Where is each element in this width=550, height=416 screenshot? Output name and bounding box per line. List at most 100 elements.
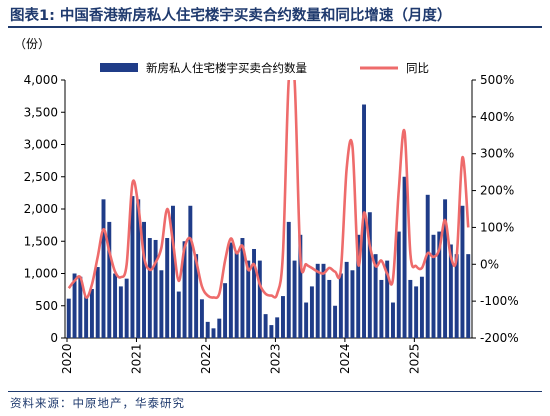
x-tick-label: 2022 bbox=[199, 343, 213, 374]
bar bbox=[113, 273, 118, 338]
bar-series bbox=[66, 104, 471, 338]
bar bbox=[124, 278, 129, 338]
bar bbox=[176, 291, 181, 338]
bar bbox=[292, 260, 297, 338]
bar bbox=[171, 205, 175, 338]
bar bbox=[118, 286, 123, 338]
bar bbox=[107, 221, 112, 338]
bar bbox=[147, 238, 152, 338]
bar bbox=[205, 321, 210, 338]
left-tick-label: 0 bbox=[50, 331, 58, 345]
bar bbox=[228, 242, 233, 338]
legend-bar-label: 新房私人住宅楼宇买卖合约数量 bbox=[146, 61, 307, 75]
x-tick-label: 2021 bbox=[129, 343, 143, 374]
y-axis-unit-label: （份） bbox=[14, 37, 50, 51]
left-tick-label: 3,500 bbox=[24, 105, 58, 119]
bar bbox=[344, 261, 349, 338]
bar bbox=[211, 328, 216, 338]
bar bbox=[408, 279, 413, 338]
left-axis-ticks: 0 500 1,000 1,500 2,000 2,500 3,000 3,500 4,000 bbox=[24, 73, 65, 345]
bar bbox=[240, 238, 245, 338]
x-tick-label: 2023 bbox=[268, 343, 282, 374]
figure-title: 图表1: 中国香港新房私人住宅楼宇买卖合约数量和同比增速（月度） bbox=[10, 8, 452, 24]
legend-bar-swatch bbox=[100, 63, 138, 72]
bar bbox=[281, 296, 285, 338]
bar bbox=[159, 270, 164, 338]
bar bbox=[379, 279, 384, 338]
bar bbox=[385, 260, 390, 338]
bar bbox=[443, 199, 448, 338]
left-tick-label: 1,000 bbox=[24, 267, 58, 281]
bar bbox=[263, 314, 268, 338]
x-tick-label: 2025 bbox=[407, 343, 421, 374]
bar bbox=[130, 196, 135, 338]
bar bbox=[373, 254, 378, 338]
legend: 新房私人住宅楼宇买卖合约数量 同比 bbox=[100, 61, 429, 75]
bar bbox=[431, 234, 436, 338]
legend-line-label: 同比 bbox=[406, 61, 429, 75]
bar bbox=[136, 199, 141, 338]
bar bbox=[309, 286, 314, 338]
bar bbox=[78, 276, 83, 338]
bar bbox=[391, 302, 395, 338]
bar bbox=[333, 305, 338, 338]
left-tick-label: 4,000 bbox=[24, 73, 58, 87]
right-tick-label: -100% bbox=[480, 294, 519, 308]
bar bbox=[425, 194, 430, 338]
title-rule bbox=[8, 26, 542, 28]
bar bbox=[66, 298, 71, 338]
left-tick-label: 3,000 bbox=[24, 138, 58, 152]
bar bbox=[298, 234, 303, 338]
source-note: 资料来源：中原地产，华泰研究 bbox=[10, 396, 185, 410]
bar bbox=[448, 244, 453, 338]
bar bbox=[199, 299, 204, 338]
bar bbox=[454, 254, 459, 338]
bar bbox=[165, 238, 170, 338]
bar bbox=[89, 288, 94, 338]
x-tick-label: 2024 bbox=[338, 343, 352, 374]
bar bbox=[327, 279, 332, 338]
bar bbox=[321, 263, 326, 338]
bar bbox=[142, 221, 146, 338]
bar bbox=[338, 273, 343, 338]
bar bbox=[223, 283, 228, 338]
left-tick-label: 2,000 bbox=[24, 202, 58, 216]
bar bbox=[304, 302, 309, 338]
bar bbox=[356, 234, 361, 338]
bar bbox=[234, 250, 239, 338]
yoy-line bbox=[67, 80, 470, 300]
bar bbox=[396, 231, 401, 338]
bar bbox=[269, 325, 274, 338]
bar bbox=[95, 267, 100, 338]
right-axis-ticks: -200% -100% 0% 100% 200% 300% 400% 500% bbox=[472, 73, 519, 345]
left-tick-label: 2,500 bbox=[24, 170, 58, 184]
x-axis-ticks: 2020 2021 2022 2023 2024 2025 bbox=[60, 338, 421, 374]
right-tick-label: 500% bbox=[480, 73, 514, 87]
bar bbox=[286, 221, 291, 338]
right-tick-label: 300% bbox=[480, 147, 514, 161]
right-tick-label: 200% bbox=[480, 184, 514, 198]
bar bbox=[466, 254, 471, 338]
bar bbox=[419, 276, 424, 338]
bar bbox=[194, 254, 199, 338]
right-tick-label: 400% bbox=[480, 110, 514, 124]
bar bbox=[182, 241, 187, 338]
bar bbox=[188, 205, 193, 338]
bar bbox=[246, 260, 251, 338]
bar bbox=[367, 212, 372, 338]
bar bbox=[460, 205, 465, 338]
line-series bbox=[67, 80, 470, 300]
bar bbox=[84, 296, 89, 338]
bar bbox=[402, 176, 407, 338]
right-tick-label: 0% bbox=[480, 257, 499, 271]
bar bbox=[72, 273, 77, 338]
bar bbox=[350, 270, 355, 338]
bar bbox=[252, 248, 256, 338]
bar bbox=[257, 260, 262, 338]
bar bbox=[414, 286, 419, 338]
bar bbox=[217, 318, 222, 338]
left-tick-label: 500 bbox=[35, 299, 58, 313]
bar bbox=[101, 199, 106, 338]
left-tick-label: 1,500 bbox=[24, 234, 58, 248]
source-rule bbox=[8, 391, 542, 392]
